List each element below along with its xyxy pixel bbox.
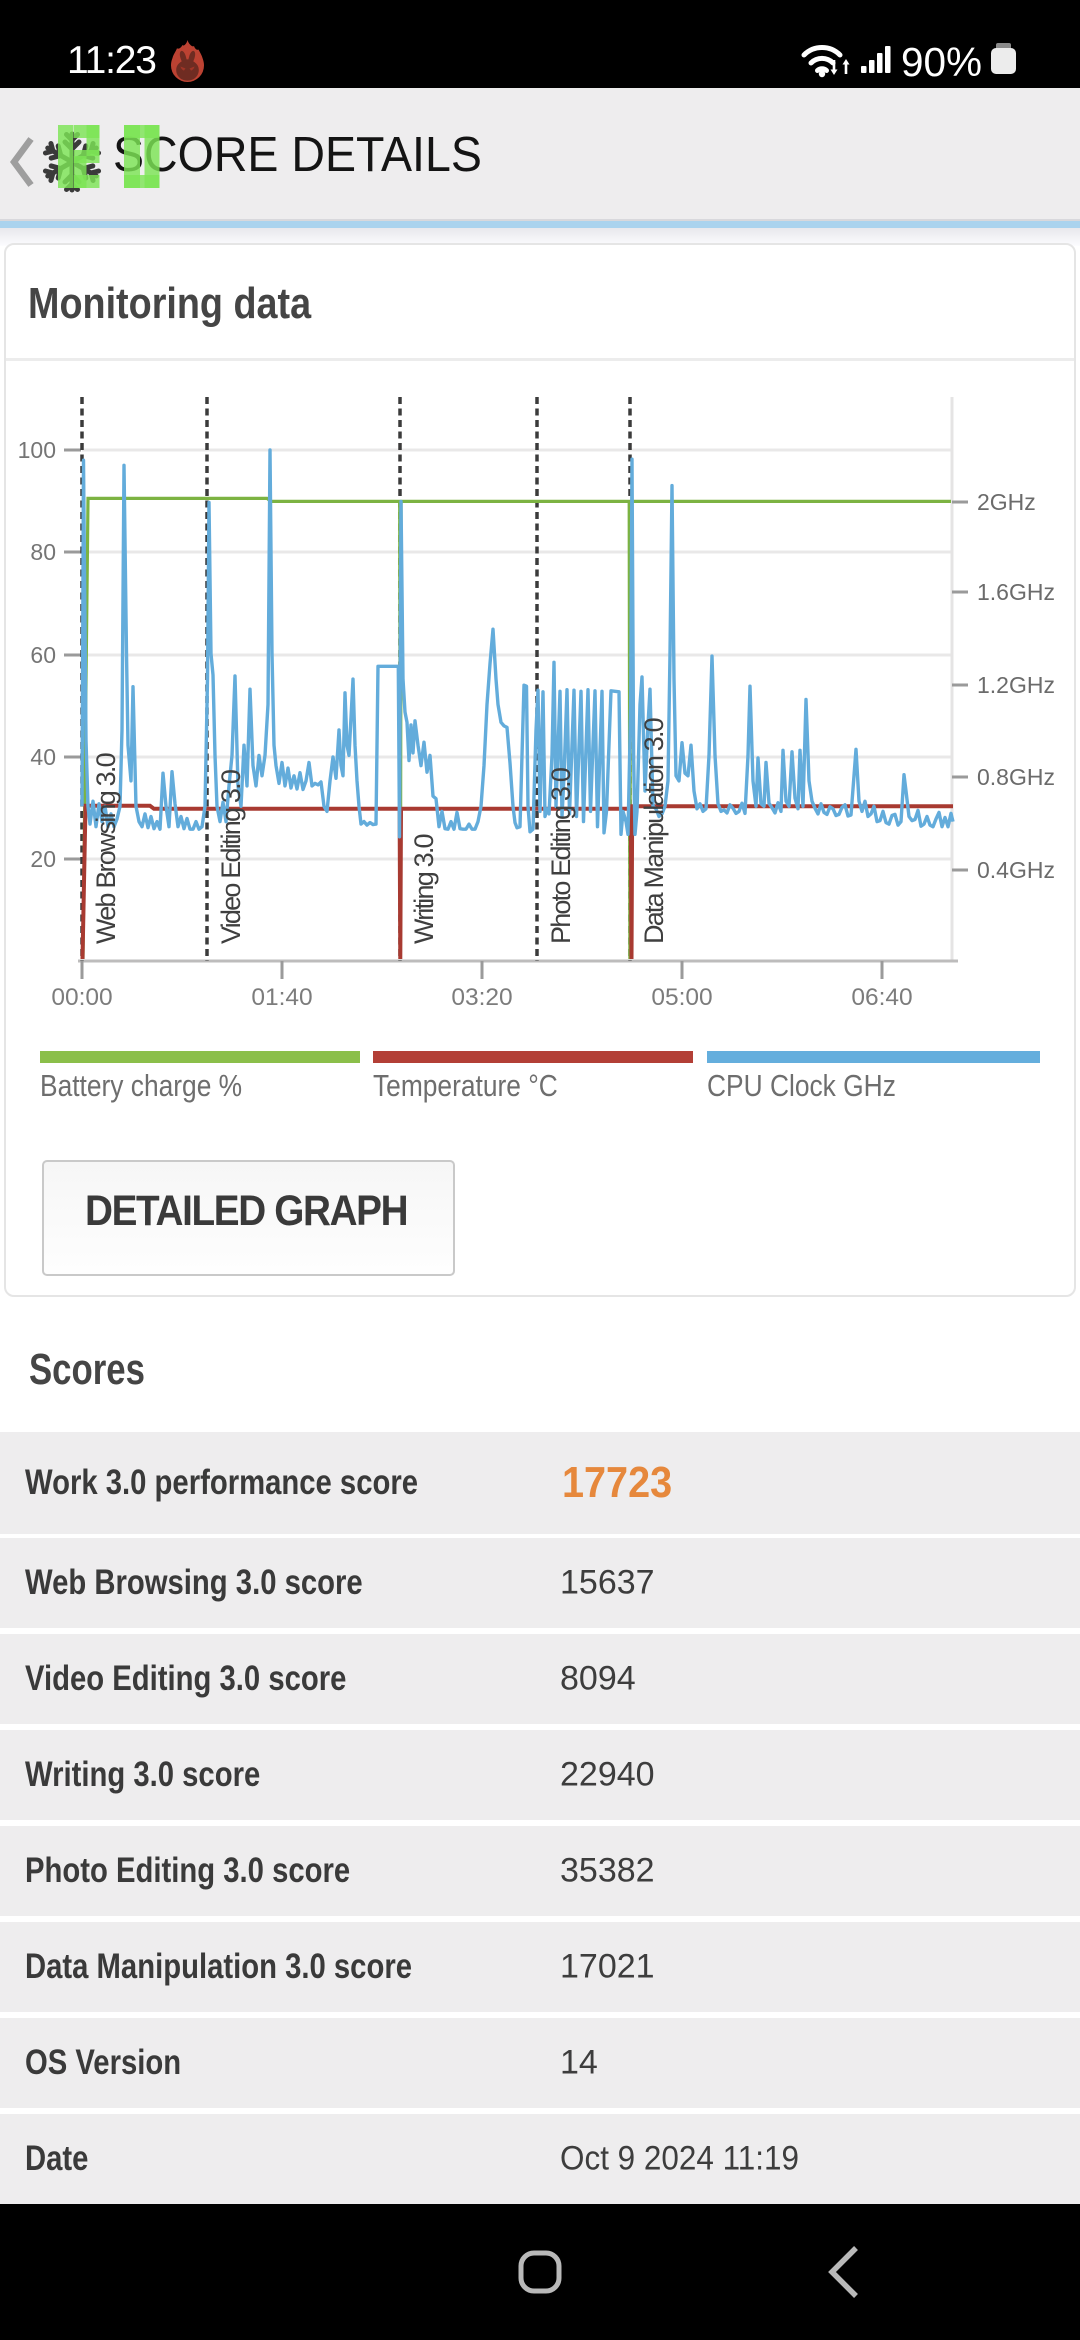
svg-text:20: 20 (30, 846, 56, 872)
svg-text:80: 80 (30, 539, 56, 565)
svg-text:1.2GHz: 1.2GHz (977, 672, 1055, 698)
svg-text:00:00: 00:00 (51, 984, 112, 1011)
svg-text:1.6GHz: 1.6GHz (977, 579, 1055, 605)
svg-text:40: 40 (30, 744, 56, 770)
svg-text:Web Browsing 3.0: Web Browsing 3.0 (91, 753, 121, 944)
svg-text:Data Manipulation 3.0: Data Manipulation 3.0 (639, 718, 669, 944)
svg-text:100: 100 (18, 437, 56, 463)
svg-text:2GHz: 2GHz (977, 489, 1036, 515)
svg-text:0.8GHz: 0.8GHz (977, 764, 1055, 790)
svg-text:Video Editing 3.0: Video Editing 3.0 (216, 770, 246, 944)
svg-text:Photo Editing 3.0: Photo Editing 3.0 (546, 768, 576, 944)
svg-text:05:00: 05:00 (651, 984, 712, 1011)
svg-text:0.4GHz: 0.4GHz (977, 857, 1055, 883)
svg-text:01:40: 01:40 (251, 984, 312, 1011)
svg-text:03:20: 03:20 (451, 984, 512, 1011)
svg-text:06:40: 06:40 (851, 984, 912, 1011)
svg-text:60: 60 (30, 642, 56, 668)
svg-text:Writing 3.0: Writing 3.0 (409, 834, 439, 944)
